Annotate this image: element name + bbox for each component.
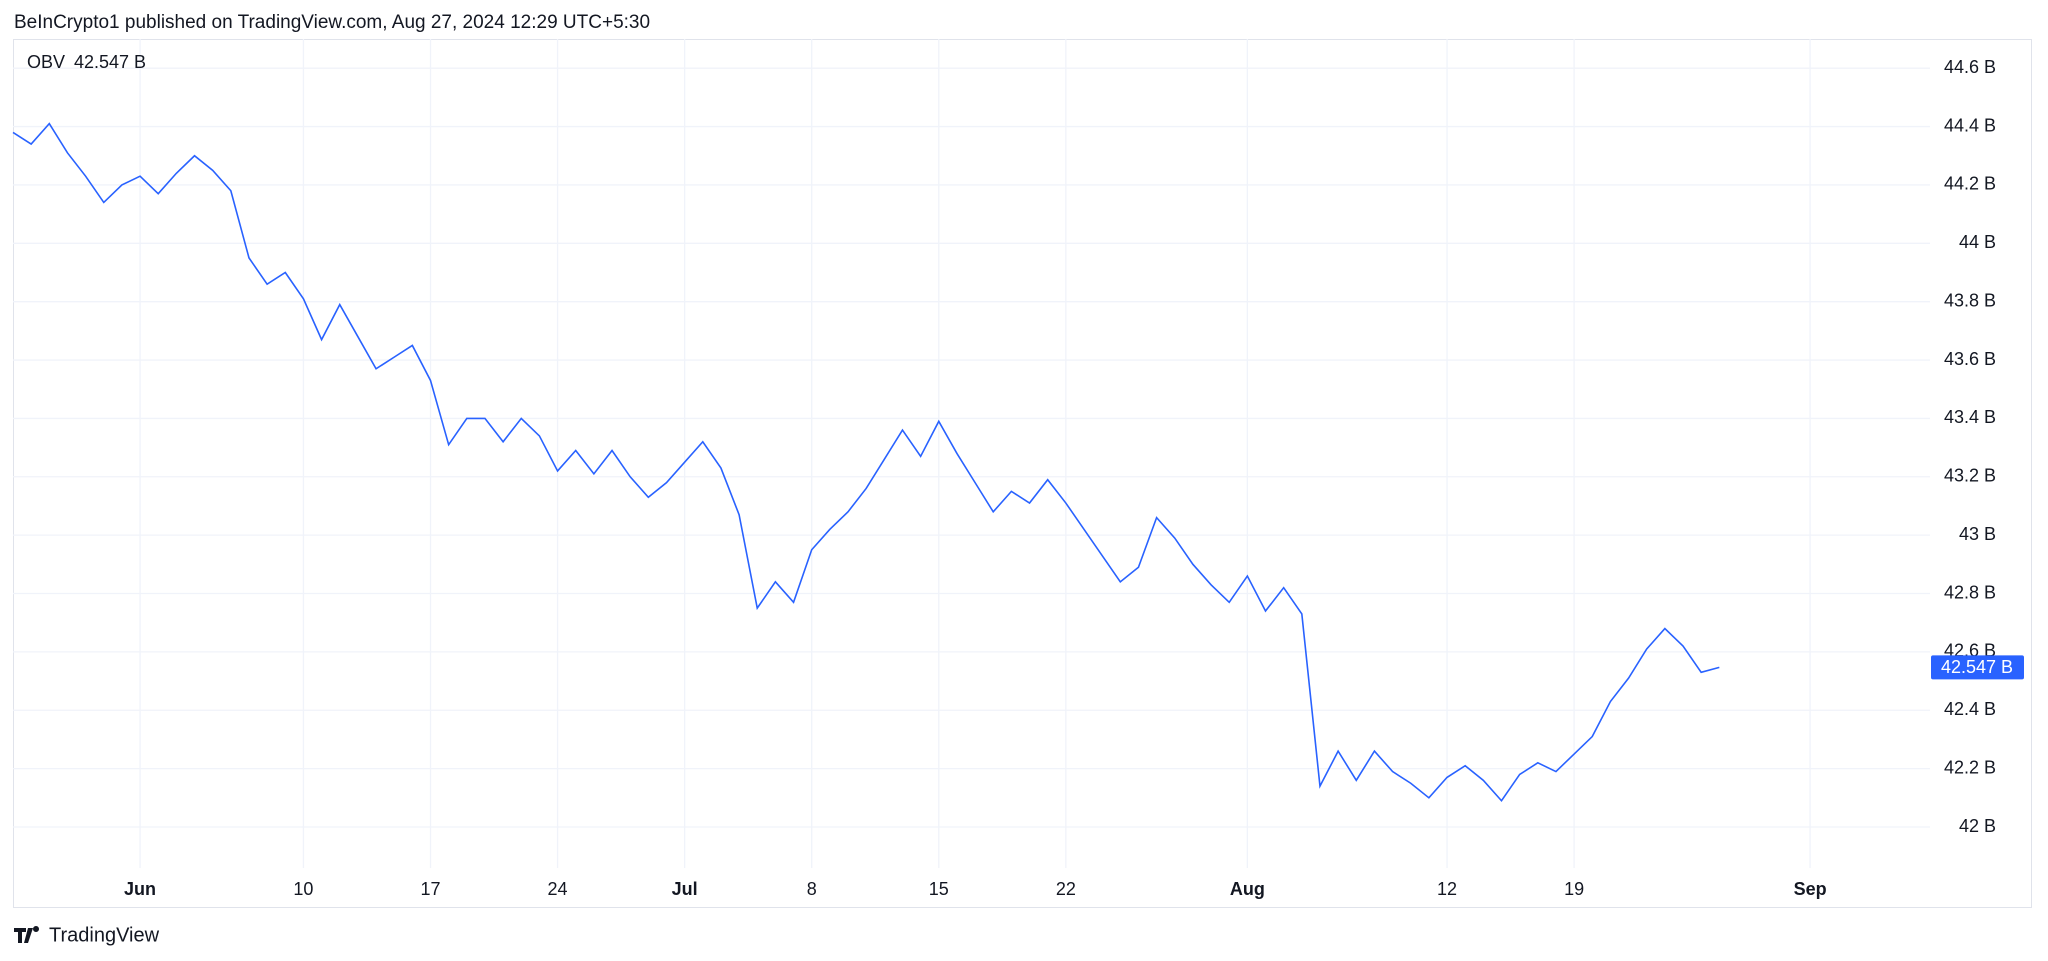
x-tick-label: 19 — [1564, 879, 1584, 899]
y-tick-label: 43.2 B — [1944, 466, 1996, 486]
y-tick-label: 43.6 B — [1944, 349, 1996, 369]
y-tick-label: 42.4 B — [1944, 699, 1996, 719]
y-tick-label: 42.2 B — [1944, 757, 1996, 777]
grid — [13, 39, 1930, 868]
y-tick-label: 44 B — [1959, 232, 1996, 252]
price-tag-label: 42.547 B — [1941, 657, 2013, 677]
x-tick-label: 22 — [1056, 879, 1076, 899]
y-tick-label: 42.8 B — [1944, 582, 1996, 602]
y-tick-label: 43 B — [1959, 524, 1996, 544]
price-tag — [1931, 655, 2024, 680]
x-tick-label: Jun — [124, 879, 156, 899]
header: BeInCrypto1 published on TradingView.com… — [14, 12, 650, 33]
y-tick-label: 42 B — [1959, 816, 1996, 836]
footer-logo — [14, 926, 40, 943]
y-tick-label: 44.6 B — [1944, 57, 1996, 77]
legend-name: OBV — [27, 52, 65, 72]
y-tick-label: 44.4 B — [1944, 115, 1996, 135]
x-tick-label: Jul — [672, 879, 698, 899]
y-tick-label: 43.4 B — [1944, 407, 1996, 427]
y-tick-label: 44.2 B — [1944, 174, 1996, 194]
x-tick-label: 17 — [420, 879, 440, 899]
x-tick-label: Aug — [1230, 879, 1265, 899]
data-line — [12, 122, 1720, 803]
x-tick-label: 8 — [807, 879, 817, 899]
legend-value: 42.547 B — [74, 52, 146, 72]
y-tick-label: 43.8 B — [1944, 290, 1996, 310]
frame — [13, 39, 2032, 908]
x-tick-label: 15 — [929, 879, 949, 899]
x-tick-label: 24 — [548, 879, 568, 899]
x-tick-label: 10 — [293, 879, 313, 899]
footer-brand: TradingView — [49, 924, 160, 946]
x-tick-label: 12 — [1437, 879, 1457, 899]
x-tick-label: Sep — [1794, 879, 1827, 899]
plot — [12, 122, 1720, 803]
